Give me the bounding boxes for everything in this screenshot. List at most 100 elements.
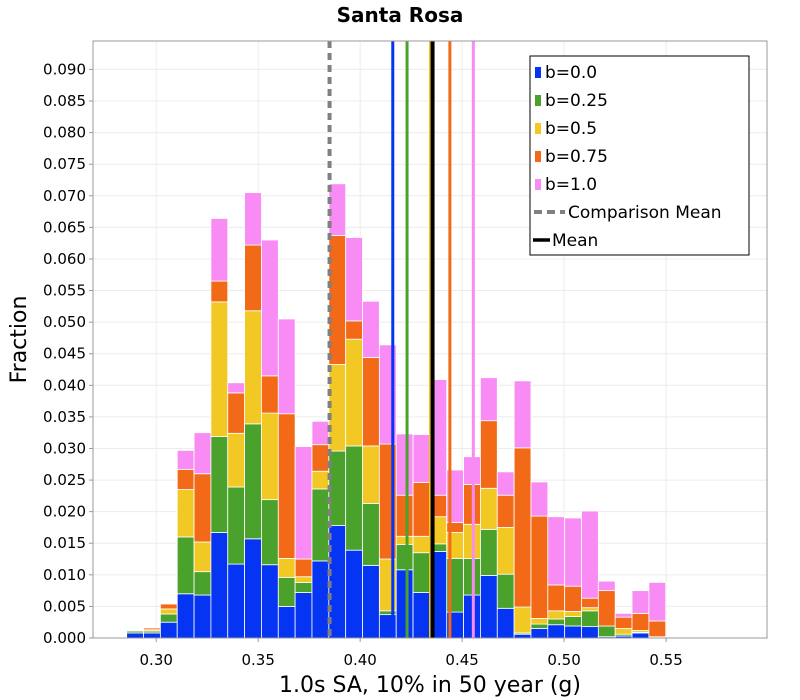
bar-segment-b-0-25 [244,423,262,540]
y-tick-label: 0.070 [43,187,86,205]
legend-label: b=0.0 [545,63,597,83]
bar-segment-b-0-25 [395,544,414,571]
bar-segment-b-0-25 [564,616,582,627]
mean-lines [327,41,475,638]
legend-swatch [535,95,541,106]
y-axis-title: Fraction [7,296,32,384]
bar-segment-b-0-75 [261,375,279,414]
bar-segment-b-0-5 [227,432,246,488]
bar-segment-b-0-75 [614,616,633,629]
bar-segment-b-0-25 [227,486,246,565]
x-axis-ticks: 0.30 0.35 0.40 0.45 0.50 0.55 [140,638,683,669]
bar-segment-b-1-0 [614,612,633,618]
bar-segment-b-1-0 [311,420,330,446]
bar-segment-b-1-0 [244,192,262,246]
bar-segment-b-0-25 [581,610,599,628]
bar-segment-b-0-25 [547,618,566,626]
x-tick-label: 0.40 [343,651,376,669]
y-tick-label: 0.010 [43,566,86,584]
bar-segment-b-0-0 [480,575,498,639]
bar-segment-b-0-5 [210,301,229,437]
bar-segment-b-0-0 [227,563,246,639]
bar-segment-b-0-25 [362,503,380,566]
bar-segment-b-0-5 [412,535,431,554]
bar-segment-b-1-0 [631,590,650,614]
legend-label: Comparison Mean [568,203,722,223]
bar-segment-b-0-25 [294,582,313,593]
bar-segment-b-0-25 [261,499,279,566]
bar-segment-b-0-25 [345,445,363,551]
bar-segment-b-0-25 [277,576,296,607]
bar-segment-b-0-25 [193,571,212,596]
bar-segment-b-0-5 [496,527,515,575]
bar-segment-b-0-0 [143,632,161,639]
bar-segment-b-0-0 [261,564,279,639]
bar-segment-b-1-0 [597,580,616,592]
bar-segment-b-0-25 [210,436,229,533]
bar-segment-b-1-0 [581,510,599,599]
y-tick-label: 0.000 [43,629,86,647]
x-tick-label: 0.30 [140,651,173,669]
y-tick-label: 0.085 [43,92,86,110]
bar-segment-b-0-0 [294,592,313,639]
y-tick-label: 0.075 [43,155,86,173]
bar-segment-b-0-75 [311,444,330,472]
legend-label: Mean [552,231,598,251]
bar-segment-b-1-0 [277,318,296,415]
bar-segment-b-0-75 [159,603,178,610]
bar-segment-b-1-0 [496,471,515,496]
bar-segment-b-0-0 [345,549,363,639]
bar-segment-b-0-0 [547,624,566,639]
bar-segment-b-0-25 [597,625,616,638]
bars [92,183,667,639]
plot-frame [92,40,768,639]
y-tick-label: 0.030 [43,439,86,457]
legend-label: b=0.25 [545,91,608,111]
x-axis-title: 1.0s SA, 10% in 50 year (g) [279,673,581,698]
bar-segment-b-0-5 [311,470,330,490]
bar-segment-b-1-0 [143,626,161,629]
bar-segment-b-0-75 [496,494,515,528]
bar-segment-b-0-0 [126,632,144,639]
legend-label: b=0.5 [545,119,597,139]
bar-segment-b-1-0 [261,239,279,377]
bar-segment-b-0-25 [311,488,330,562]
bar-segment-b-0-5 [480,487,498,530]
bar-segment-b-0-0 [311,560,330,639]
bar-segment-b-0-0 [496,607,515,639]
bar-segment-b-0-0 [581,626,599,639]
bar-segment-b-0-5 [193,541,212,573]
bar-segment-b-1-0 [193,432,212,475]
bar-segment-b-1-0 [530,481,549,517]
bar-segment-b-0-75 [244,244,262,312]
bar-segment-b-1-0 [395,433,414,496]
x-tick-label: 0.50 [547,651,580,669]
bar-segment-b-0-0 [362,564,380,639]
bar-segment-b-0-75 [193,473,212,543]
bar-segment-b-0-0 [277,606,296,639]
legend-swatch [535,179,541,190]
x-tick-label: 0.35 [241,651,274,669]
bar-segment-b-0-0 [631,632,650,639]
y-tick-label: 0.015 [43,534,86,552]
bar-segment-b-0-25 [530,623,549,629]
y-tick-label: 0.040 [43,376,86,394]
x-tick-label: 0.55 [649,651,682,669]
bar-segment-b-0-5 [564,611,582,617]
legend-swatch [535,67,541,78]
bar-segment-b-1-0 [294,446,313,560]
bar-segment-b-1-0 [513,380,532,449]
bar-segment-b-0-0 [412,592,431,639]
bar-segment-b-0-5 [244,310,262,425]
legend-label: b=0.75 [545,147,608,167]
bar-segment-b-0-5 [614,628,633,635]
bar-segment-b-0-75 [227,392,246,434]
bar-segment-b-0-25 [480,528,498,576]
bar-segment-b-0-75 [345,320,363,340]
y-tick-label: 0.035 [43,408,86,426]
bar-segment-b-0-75 [395,494,414,537]
bar-segment-b-0-25 [176,536,195,595]
bar-segment-b-0-75 [581,597,599,609]
bar-segment-b-0-5 [345,338,363,447]
bar-segment-b-0-0 [564,625,582,639]
